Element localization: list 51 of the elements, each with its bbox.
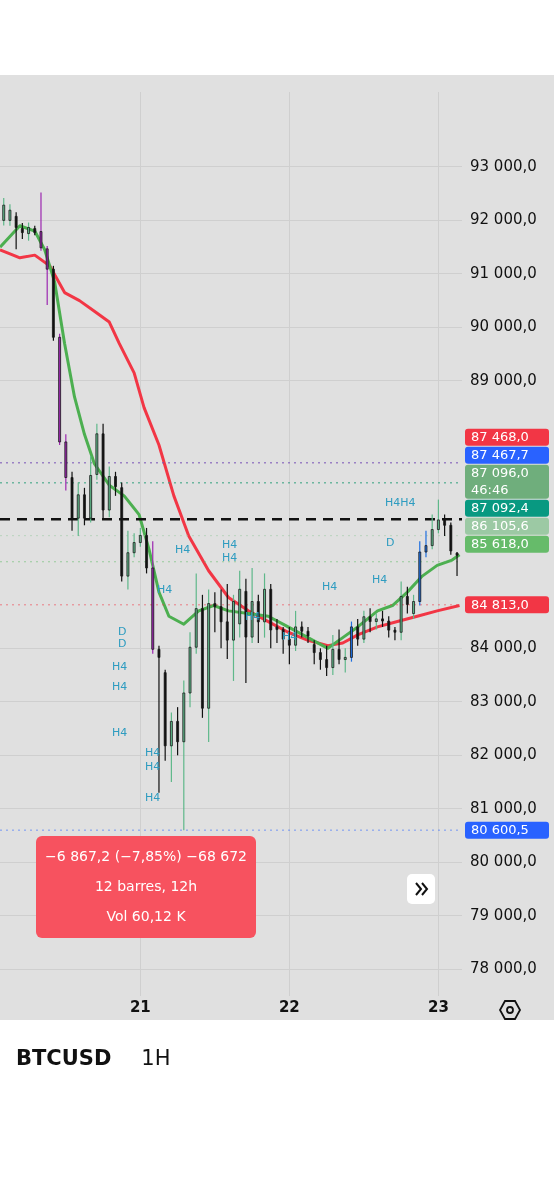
y-tick-label: 78 000,0	[470, 959, 537, 978]
annotation: H4	[222, 537, 238, 551]
y-tick-label: 92 000,0	[470, 210, 537, 229]
ref-line-label: 80 600,5	[471, 822, 529, 838]
y-tick-label: 91 000,0	[470, 263, 537, 282]
annotation: H4	[245, 609, 261, 623]
annotation: D	[118, 624, 127, 638]
candlestick	[201, 594, 204, 719]
ref-line-label: 86 105,6	[471, 518, 529, 534]
y-tick-label: 90 000,0	[470, 317, 537, 336]
annotation: H4	[322, 579, 338, 593]
x-tick-label: 23	[427, 997, 449, 1016]
candlestick	[381, 610, 384, 628]
annotation: H4	[372, 572, 388, 586]
annotation: H4	[175, 542, 191, 556]
y-tick-label: 80 000,0	[470, 852, 537, 871]
annotation: H4	[282, 629, 298, 643]
y-tick-label: 89 000,0	[470, 370, 537, 389]
annotation: H4	[112, 679, 128, 693]
y-tick-label: 84 000,0	[470, 638, 537, 657]
ref-line-label: 84 813,0	[471, 596, 529, 612]
ref-line-label: 87 467,7	[471, 447, 529, 463]
annotation: H4	[222, 550, 238, 564]
annotation: H4H4	[385, 495, 416, 509]
candlestick	[412, 594, 415, 620]
y-tick-label: 83 000,0	[470, 691, 537, 710]
x-tick-label: 22	[278, 997, 300, 1016]
annotation: Vol 60,12 K	[106, 907, 187, 924]
annotation: −6 867,2 (−7,85%) −68 672	[45, 847, 247, 864]
ref-line-label: 85 618,0	[471, 536, 529, 552]
candlestick	[27, 221, 30, 242]
annotation: 12 barres, 12h	[94, 877, 198, 894]
annotation: H4	[112, 659, 128, 673]
annotation: D	[386, 535, 395, 549]
x-tick-label: 21	[129, 997, 151, 1016]
candlestick	[350, 620, 353, 663]
text: 1H	[141, 1046, 171, 1070]
y-tick-label: 82 000,0	[470, 745, 537, 764]
y-tick-label: 79 000,0	[470, 905, 537, 924]
y-tick-label: 93 000,0	[470, 156, 537, 175]
ref-line-label: 87 092,4	[471, 500, 529, 516]
ref-line-label: 87 468,0	[471, 429, 529, 445]
y-tick-label: 81 000,0	[470, 798, 537, 817]
candlestick	[437, 499, 440, 534]
annotation: H4	[145, 790, 161, 804]
candlestick	[319, 647, 322, 671]
text: BTCUSD	[16, 1046, 112, 1070]
annotation: H4	[112, 725, 128, 739]
annotation: D	[118, 636, 127, 650]
ref-line-label: 87 096,0 46:46	[471, 465, 529, 498]
candlestick	[232, 594, 235, 682]
